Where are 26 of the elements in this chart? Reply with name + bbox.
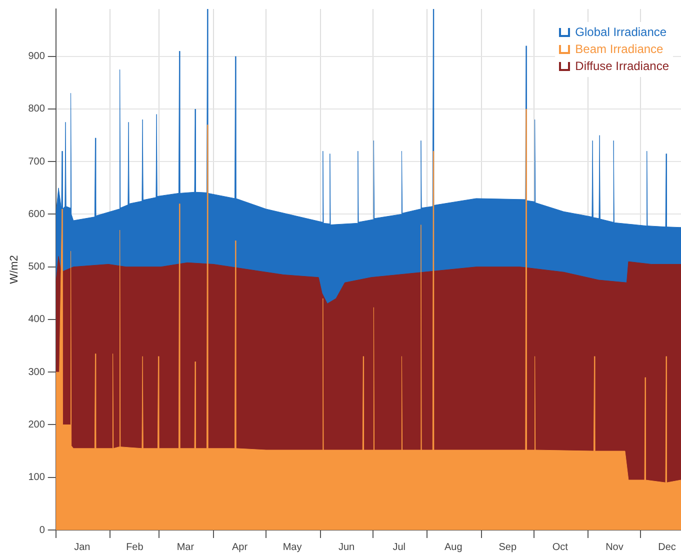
x-tick-label: Nov — [606, 542, 624, 553]
x-tick-label: Apr — [232, 542, 248, 553]
y-tick-label: 700 — [28, 156, 46, 168]
y-tick-label: 200 — [28, 419, 46, 430]
y-tick-label: 0 — [39, 524, 46, 536]
x-tick-label: Jul — [392, 542, 406, 553]
y-tick-label: 500 — [28, 262, 46, 273]
y-tick-label: 800 — [28, 104, 46, 115]
legend-label: Beam Irradiance — [575, 41, 664, 58]
y-tick-label: 900 — [28, 51, 46, 62]
x-tick-label: Dec — [658, 542, 676, 553]
legend-label: Global Irradiance — [575, 24, 667, 41]
y-axis-title: W/m2 — [8, 255, 21, 284]
x-tick-label: Oct — [552, 542, 568, 553]
x-tick-label: Jan — [74, 542, 90, 553]
x-tick-label: May — [282, 542, 302, 553]
y-tick-label: 300 — [28, 366, 46, 378]
legend-label: Diffuse Irradiance — [575, 58, 669, 75]
x-tick-label: Aug — [444, 542, 462, 553]
x-tick-label: Jun — [338, 542, 355, 553]
y-tick-label: 100 — [28, 472, 46, 484]
x-tick-label: Sep — [498, 542, 517, 553]
y-tick-label: 400 — [28, 314, 46, 326]
x-tick-label: Mar — [176, 542, 195, 553]
y-tick-label: 600 — [28, 208, 46, 220]
x-tick-label: Feb — [126, 542, 144, 553]
